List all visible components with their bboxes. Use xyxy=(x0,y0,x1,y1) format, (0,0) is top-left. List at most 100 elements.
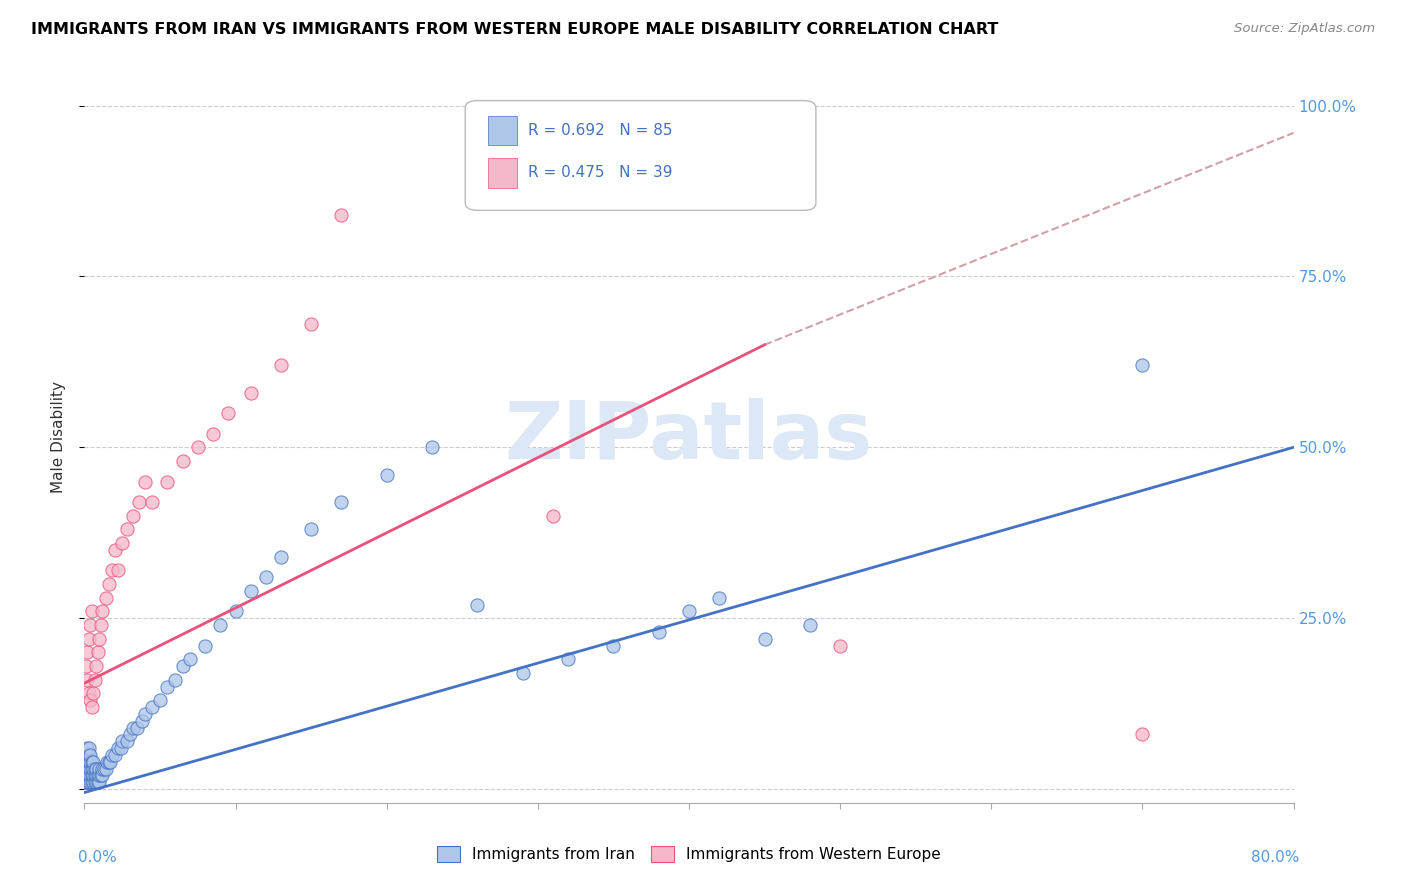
Point xyxy=(82,762,104,776)
Point xyxy=(270,549,292,564)
FancyBboxPatch shape xyxy=(488,116,517,145)
Point xyxy=(100,563,122,577)
Point xyxy=(156,680,179,694)
Point xyxy=(94,762,117,776)
Point xyxy=(225,604,247,618)
Point xyxy=(77,775,100,789)
Text: R = 0.692   N = 85: R = 0.692 N = 85 xyxy=(529,123,672,137)
Point xyxy=(75,762,97,776)
Point xyxy=(141,700,163,714)
Point xyxy=(1130,359,1153,373)
Y-axis label: Male Disability: Male Disability xyxy=(51,381,66,493)
Point xyxy=(187,440,209,454)
Point xyxy=(100,747,122,762)
Point xyxy=(79,775,101,789)
Point xyxy=(79,747,101,762)
Point xyxy=(134,706,156,721)
Point xyxy=(115,734,138,748)
Point xyxy=(131,714,153,728)
Point xyxy=(111,536,134,550)
Point xyxy=(91,768,114,782)
Point xyxy=(77,755,100,769)
FancyBboxPatch shape xyxy=(465,101,815,211)
Point xyxy=(75,775,97,789)
Point xyxy=(127,721,149,735)
Point xyxy=(149,693,172,707)
Point xyxy=(104,542,127,557)
Point xyxy=(299,522,322,536)
Point xyxy=(557,652,579,666)
Point xyxy=(79,755,101,769)
Point xyxy=(84,775,107,789)
Point xyxy=(156,475,179,489)
Point xyxy=(107,563,129,577)
Point xyxy=(239,385,262,400)
Point xyxy=(91,604,114,618)
Point xyxy=(94,591,117,605)
Point xyxy=(209,618,232,632)
Point xyxy=(76,747,98,762)
Point xyxy=(84,762,107,776)
Point xyxy=(86,762,108,776)
Point xyxy=(107,741,129,756)
Point xyxy=(82,755,104,769)
Point xyxy=(97,755,120,769)
Point xyxy=(330,495,353,509)
Point xyxy=(98,755,121,769)
Point xyxy=(80,762,103,776)
Point xyxy=(77,762,100,776)
Point xyxy=(115,522,138,536)
Point xyxy=(194,639,217,653)
Point xyxy=(179,652,201,666)
Point xyxy=(93,762,115,776)
Point xyxy=(80,700,103,714)
Point xyxy=(96,755,118,769)
Point xyxy=(375,467,398,482)
Point xyxy=(512,665,534,680)
Point xyxy=(330,208,353,222)
Text: ZIPatlas: ZIPatlas xyxy=(505,398,873,476)
Text: 80.0%: 80.0% xyxy=(1251,850,1299,865)
Point xyxy=(86,659,108,673)
Point xyxy=(1130,727,1153,741)
Point xyxy=(709,591,731,605)
Point xyxy=(84,673,107,687)
Point xyxy=(90,618,112,632)
Point xyxy=(80,604,103,618)
Point xyxy=(299,318,322,332)
Point xyxy=(111,734,134,748)
Point xyxy=(87,768,110,782)
Text: 0.0%: 0.0% xyxy=(79,850,117,865)
Point xyxy=(77,632,100,646)
Point xyxy=(97,577,120,591)
Text: Source: ZipAtlas.com: Source: ZipAtlas.com xyxy=(1234,22,1375,36)
Point xyxy=(89,762,111,776)
Point xyxy=(76,673,98,687)
Point xyxy=(91,762,114,776)
Point xyxy=(110,741,132,756)
Point xyxy=(172,454,194,468)
Point xyxy=(602,639,624,653)
Point xyxy=(90,768,112,782)
Point xyxy=(420,440,443,454)
Point xyxy=(80,768,103,782)
Point xyxy=(830,639,852,653)
Point xyxy=(76,645,98,659)
Point xyxy=(79,768,101,782)
Point xyxy=(270,359,292,373)
Point xyxy=(76,741,98,756)
Point xyxy=(754,632,776,646)
Point xyxy=(134,475,156,489)
Point xyxy=(118,727,141,741)
Point xyxy=(75,755,97,769)
Point xyxy=(79,693,101,707)
Point xyxy=(87,775,110,789)
Point xyxy=(80,755,103,769)
Point xyxy=(86,775,108,789)
Point xyxy=(141,495,163,509)
Point xyxy=(76,768,98,782)
Point xyxy=(89,768,111,782)
Point xyxy=(77,768,100,782)
Point xyxy=(86,768,108,782)
Point xyxy=(89,775,111,789)
